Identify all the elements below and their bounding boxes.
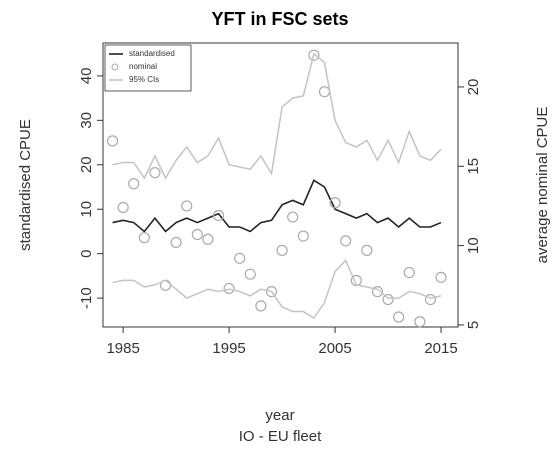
point [414,316,426,328]
point [329,197,341,209]
x-axis-label: year [265,407,294,424]
legend-box [104,44,192,92]
ci-upper-line [112,52,442,180]
point [138,232,150,244]
chart-title: YFT in FSC sets [211,9,348,29]
y2-tick-label: 20 [465,79,482,96]
point [424,293,437,306]
x-tick-label: 1985 [106,340,139,357]
y2-tick-label: 5 [465,321,482,329]
legend-symbol [111,63,119,71]
point [297,230,309,242]
chart-subtitle: IO - EU fleet [239,428,322,445]
y2-axis-label: average nominal CPUE [534,107,551,264]
point [276,244,288,256]
point [287,211,299,223]
point [170,236,182,249]
point [340,235,352,247]
x-tick-label: 1995 [212,340,245,357]
point [234,252,246,264]
x-tick-label: 2015 [424,340,457,357]
point [117,201,129,214]
point [128,178,140,190]
y-tick-label: 40 [78,68,95,85]
point [244,268,256,280]
y-tick-label: 0 [78,249,95,257]
point [382,293,394,306]
point [393,311,405,323]
point [106,135,119,147]
x-tick-label: 2005 [318,340,351,357]
y-tick-label: -10 [78,287,95,309]
point [149,167,161,179]
point [255,300,267,312]
point [318,86,331,98]
ci-lower-line [112,258,442,320]
y-tick-label: 10 [78,201,95,218]
legend-label: 95% CIs [129,75,159,84]
point [212,209,225,222]
series-line [112,179,442,233]
legend-label: nominal [129,62,157,71]
y2-tick-label: 15 [465,158,482,175]
y-axis-label: standardised CPUE [17,119,34,251]
point [181,200,193,212]
y2-tick-label: 10 [465,237,482,254]
point [265,286,278,298]
point [361,244,373,256]
point [371,286,384,298]
y-tick-label: 20 [78,156,95,173]
point [435,271,447,283]
point [191,228,203,241]
point [202,233,214,245]
point [308,49,320,61]
point [223,282,235,295]
y-tick-label: 30 [78,112,95,129]
point [403,266,415,279]
legend-label: standardised [129,49,175,58]
